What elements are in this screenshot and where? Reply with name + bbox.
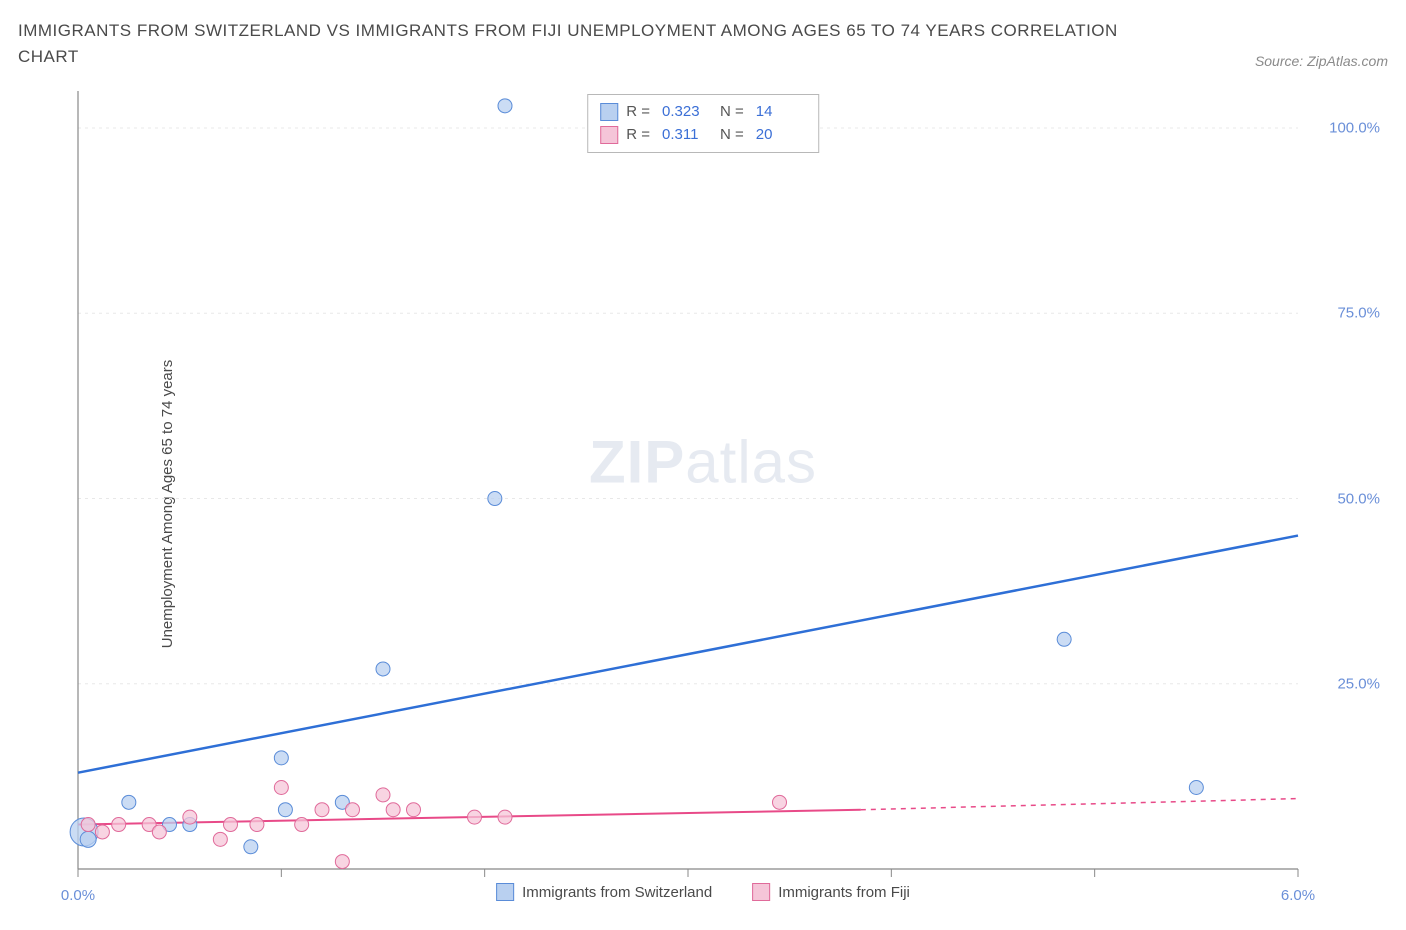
chart-container: Unemployment Among Ages 65 to 74 years Z… bbox=[18, 79, 1388, 929]
legend-row: R =0.311 N =20 bbox=[600, 124, 806, 147]
y-tick-label: 75.0% bbox=[1337, 305, 1380, 322]
series-legend-item: Immigrants from Fiji bbox=[752, 883, 910, 901]
chart-title: IMMIGRANTS FROM SWITZERLAND VS IMMIGRANT… bbox=[18, 18, 1118, 69]
y-tick-label: 50.0% bbox=[1337, 490, 1380, 507]
scatter-chart-svg bbox=[18, 79, 1388, 929]
y-tick-label: 100.0% bbox=[1329, 120, 1380, 137]
source-attribution: Source: ZipAtlas.com bbox=[1255, 53, 1388, 69]
x-tick-label: 6.0% bbox=[1281, 887, 1315, 904]
series-legend-item: Immigrants from Switzerland bbox=[496, 883, 712, 901]
legend-row: R =0.323 N =14 bbox=[600, 101, 806, 124]
series-legend: Immigrants from Switzerland Immigrants fr… bbox=[496, 883, 910, 901]
x-tick-label: 0.0% bbox=[61, 887, 95, 904]
correlation-legend: R =0.323 N =14 R =0.311 N =20 bbox=[587, 94, 819, 153]
y-tick-label: 25.0% bbox=[1337, 675, 1380, 692]
